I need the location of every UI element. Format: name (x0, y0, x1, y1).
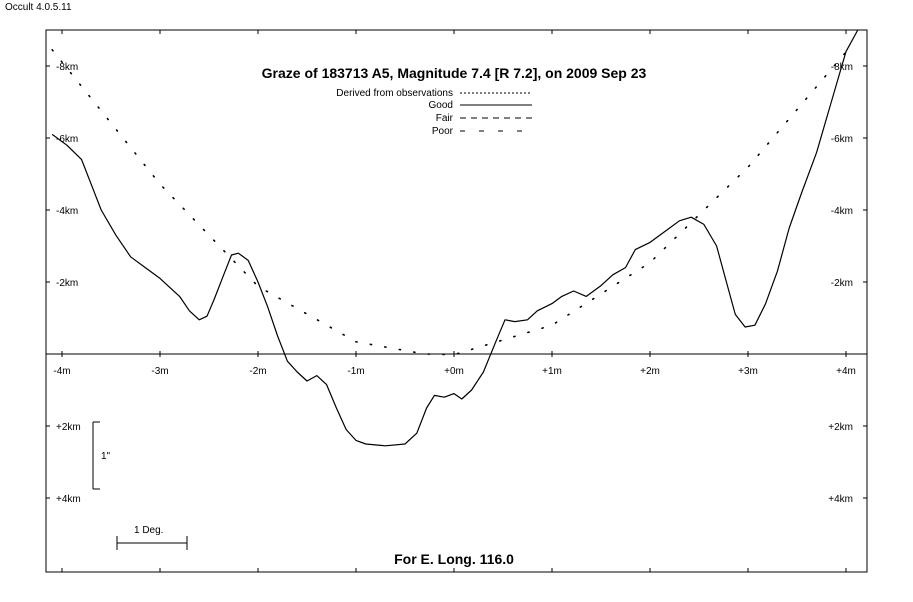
y-tick-label-left: -6km (56, 134, 78, 145)
footer-longitude: For E. Long. 116.0 (394, 551, 514, 567)
horizontal-scale-label: 1 Deg. (134, 525, 163, 536)
limb-profile-line (51, 29, 859, 447)
legend-label: Fair (436, 113, 454, 124)
vertical-scale-label: 1" (101, 451, 111, 462)
x-tick-label: -3m (151, 366, 168, 377)
chart-title: Graze of 183713 A5, Magnitude 7.4 [R 7.2… (262, 65, 647, 81)
x-tick-label: -1m (347, 366, 364, 377)
app-version-label: Occult 4.0.5.11 (5, 2, 72, 13)
horizontal-scale-bar: 1 Deg. (116, 525, 188, 550)
y-tick-label-right: +4km (828, 494, 853, 505)
y-tick-label-left: -2km (56, 278, 78, 289)
y-tick-label-left: +2km (56, 422, 81, 433)
x-tick-label: +0m (444, 366, 464, 377)
x-tick-label: +3m (738, 366, 758, 377)
series-group (51, 29, 859, 447)
vertical-scale-bar: 1" (92, 421, 111, 490)
y-tick-label-right: -2km (831, 278, 853, 289)
x-tick-label: +1m (542, 366, 562, 377)
y-tick-label-left: +4km (56, 494, 81, 505)
y-tick-label-right: -4km (831, 206, 853, 217)
x-tick-label: -2m (249, 366, 266, 377)
legend-label: Derived from observations (336, 88, 453, 99)
y-tick-label-left: -4km (56, 206, 78, 217)
x-tick-label: +2m (640, 366, 660, 377)
y-tick-label-right: +2km (828, 422, 853, 433)
x-tick-label: -4m (53, 366, 70, 377)
legend-label: Good (429, 100, 453, 111)
y-tick-label-left: -8km (56, 62, 78, 73)
legend-label: Poor (432, 126, 454, 137)
y-tick-label-right: -6km (831, 134, 853, 145)
plot-frame (45, 29, 868, 573)
axes-group: -4m -3m -2m -1m +0m +1m +2m +3m +4m-8km -8km-6km -… (46, 30, 867, 572)
x-tick-label: +4m (836, 366, 856, 377)
